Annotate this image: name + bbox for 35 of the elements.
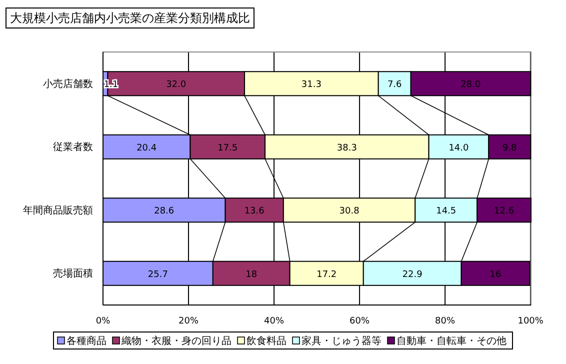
data-label: 28.0 xyxy=(460,80,481,90)
x-tick-label: 0% xyxy=(96,316,111,326)
data-label: 13.6 xyxy=(244,206,265,217)
data-label: 7.6 xyxy=(387,80,402,90)
data-label: 22.9 xyxy=(402,270,423,280)
data-label: 31.3 xyxy=(301,80,322,90)
x-tick-label: 60% xyxy=(350,316,370,326)
data-label: 25.7 xyxy=(148,270,168,280)
data-label: 9.8 xyxy=(502,143,518,154)
data-label: 17.5 xyxy=(218,143,238,154)
data-label: 16 xyxy=(490,270,502,280)
x-tick-label: 80% xyxy=(435,316,456,326)
data-label: 14.0 xyxy=(448,143,470,154)
data-label: 28.6 xyxy=(154,206,174,217)
y-tick-label: 従業者数 xyxy=(53,141,93,154)
legend-label: 各種商品 xyxy=(66,335,106,347)
data-label: 20.4 xyxy=(136,143,157,154)
data-label: 32.0 xyxy=(166,80,186,90)
y-tick-label: 小売店舗数 xyxy=(43,78,93,90)
x-tick-label: 20% xyxy=(178,316,199,326)
legend-label: 織物・衣服・身の回り品 xyxy=(120,335,232,347)
x-tick-label: 40% xyxy=(264,316,284,326)
y-tick-label: 売場面積 xyxy=(53,268,93,280)
x-tick-label: 100% xyxy=(518,316,544,326)
data-label: 17.2 xyxy=(316,270,337,280)
data-label: 18 xyxy=(246,270,258,280)
data-label: 38.3 xyxy=(336,143,357,154)
chart-title: 大規模小売店舗内小売業の産業分類別構成比 xyxy=(10,11,250,25)
data-label: 12.6 xyxy=(494,206,514,217)
legend-label: 飲食料品 xyxy=(246,335,286,347)
data-label: 30.8 xyxy=(339,206,360,217)
legend-label: 家具・じゅう器等 xyxy=(302,335,382,347)
y-tick-label: 年間商品販売額 xyxy=(23,204,93,216)
data-label: 14.5 xyxy=(436,206,456,217)
legend-label: 自動車・自転車・その他 xyxy=(396,335,506,347)
